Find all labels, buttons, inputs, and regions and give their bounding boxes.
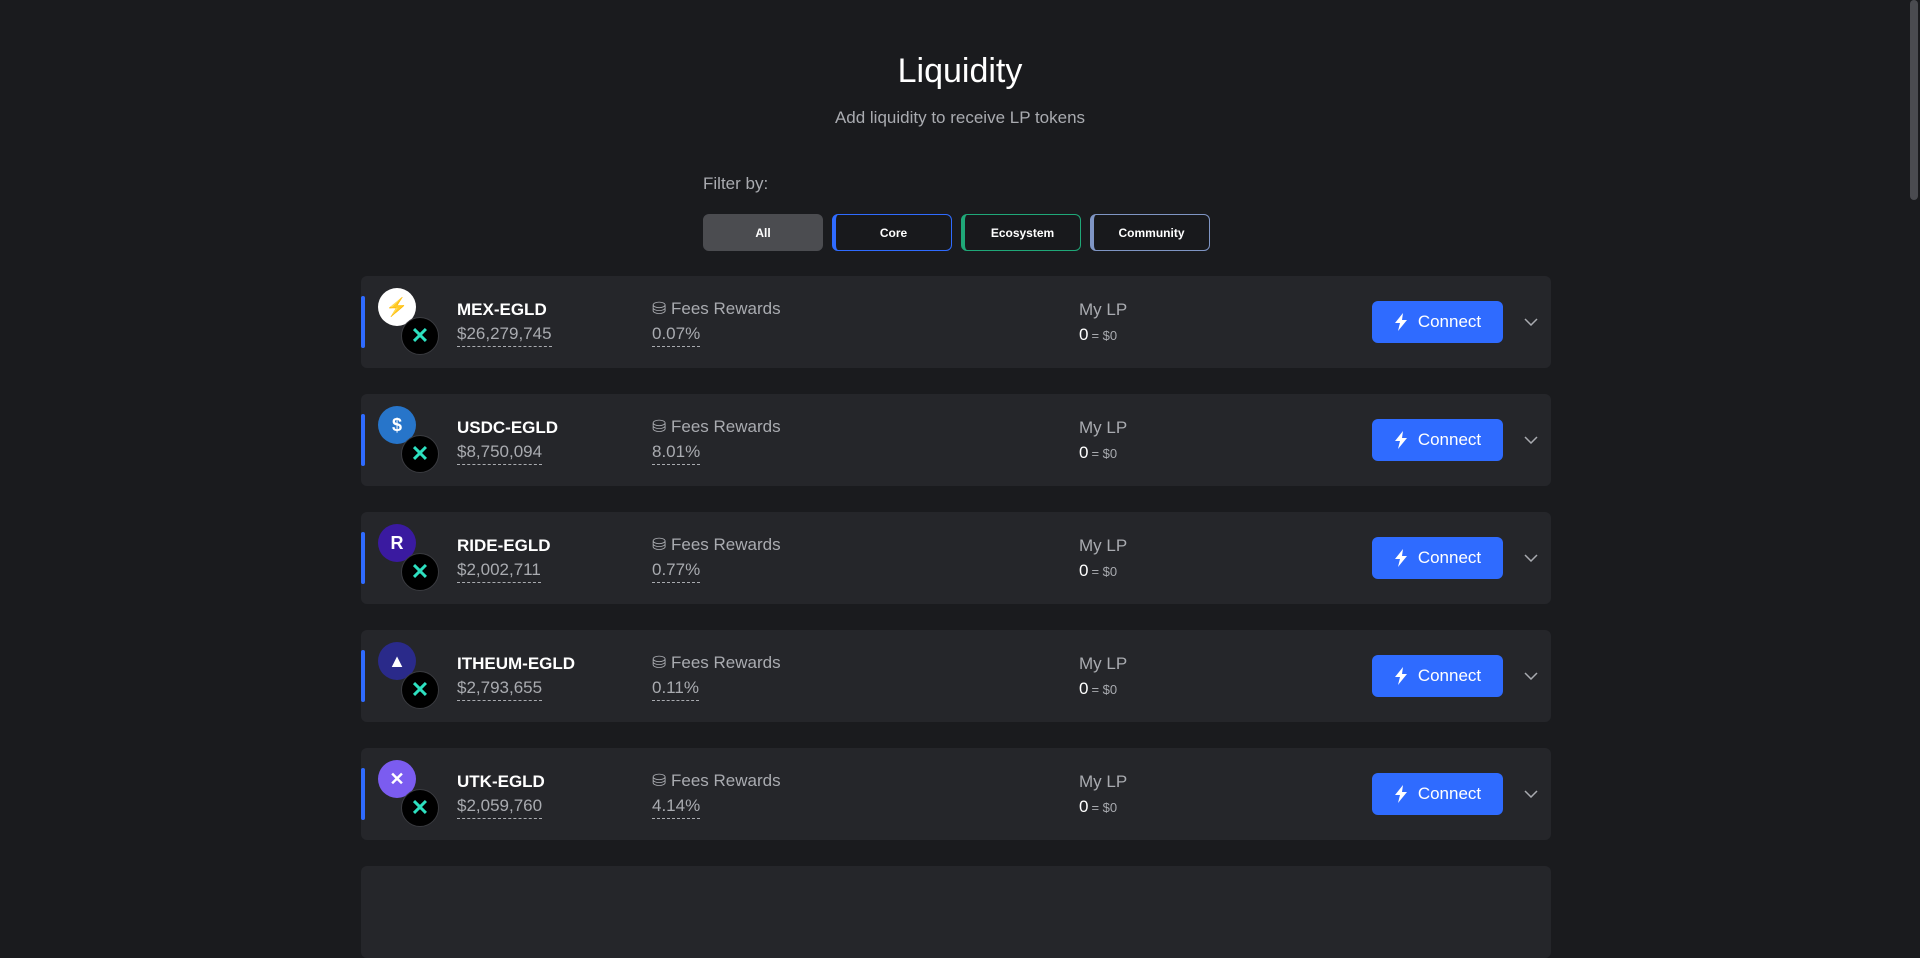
coins-icon: ⛁ xyxy=(652,771,667,790)
lp-usd: = $0 xyxy=(1091,446,1118,461)
filter-core-button[interactable]: Core xyxy=(832,214,952,251)
chevron-down-icon[interactable] xyxy=(1519,664,1543,688)
my-lp-value: 0 = $0 xyxy=(1079,797,1117,817)
pool-tvl: $2,793,655 xyxy=(457,678,543,701)
egld-icon: ✕ xyxy=(401,789,439,827)
fees-label: ⛁ Fees Rewards xyxy=(652,417,781,437)
lp-usd: = $0 xyxy=(1091,682,1118,697)
pool-tvl: $26,279,745 xyxy=(457,324,552,347)
usdc-icon: $ xyxy=(378,406,416,444)
fees-label-text: Fees Rewards xyxy=(670,653,781,672)
lightning-icon xyxy=(1394,313,1407,331)
fees-label: ⛁ Fees Rewards xyxy=(652,653,781,673)
filter-ecosystem-button[interactable]: Ecosystem xyxy=(961,214,1081,251)
fees-value: 4.14% xyxy=(652,796,701,819)
page-title: Liquidity xyxy=(897,52,1023,90)
fees-label-text: Fees Rewards xyxy=(670,417,781,436)
fees-label-text: Fees Rewards xyxy=(670,771,781,790)
pool-name: UTK-EGLD xyxy=(457,772,545,791)
fees-label: ⛁ Fees Rewards xyxy=(652,771,781,791)
lp-amount: 0 xyxy=(1079,561,1089,580)
pool-name: MEX-EGLD xyxy=(457,300,547,319)
lp-amount: 0 xyxy=(1079,797,1089,816)
connect-label: Connect xyxy=(1417,430,1482,449)
fees-value: 8.01% xyxy=(652,442,701,465)
egld-icon: ✕ xyxy=(401,435,439,473)
fees-value: 0.11% xyxy=(652,678,699,701)
pool-tvl: $8,750,094 xyxy=(457,442,543,465)
connect-label: Connect xyxy=(1417,666,1482,685)
scrollbar[interactable] xyxy=(1910,0,1918,200)
lightning-icon xyxy=(1394,431,1407,449)
fees-label-text: Fees Rewards xyxy=(670,299,781,318)
category-accent xyxy=(361,414,365,466)
pool-name: USDC-EGLD xyxy=(457,418,559,437)
my-lp-value: 0 = $0 xyxy=(1079,561,1117,581)
connect-label: Connect xyxy=(1417,312,1482,331)
lp-usd: = $0 xyxy=(1091,800,1118,815)
pool-tvl: $2,059,760 xyxy=(457,796,543,819)
mex-icon: ⚡ xyxy=(378,288,416,326)
fees-label: ⛁ Fees Rewards xyxy=(652,535,781,555)
chevron-down-icon[interactable] xyxy=(1519,310,1543,334)
pool-row: ⚡ ✕ MEX-EGLD $26,279,745 ⛁ Fees Rewards … xyxy=(361,276,1551,368)
lp-amount: 0 xyxy=(1079,443,1089,462)
pool-row: ✕ ✕ UTK-EGLD $2,059,760 ⛁ Fees Rewards 4… xyxy=(361,748,1551,840)
fees-label: ⛁ Fees Rewards xyxy=(652,299,781,319)
coins-icon: ⛁ xyxy=(652,299,667,318)
filter-community-button[interactable]: Community xyxy=(1090,214,1210,251)
my-lp-label: My LP xyxy=(1079,418,1128,437)
my-lp-value: 0 = $0 xyxy=(1079,325,1117,345)
pool-name: ITHEUM-EGLD xyxy=(457,654,576,673)
connect-button[interactable]: Connect xyxy=(1372,301,1503,343)
filter-label: Filter by: xyxy=(703,174,769,193)
egld-icon: ✕ xyxy=(401,317,439,355)
category-accent xyxy=(361,768,365,820)
lp-amount: 0 xyxy=(1079,325,1089,344)
egld-icon: ✕ xyxy=(401,553,439,591)
filter-all-button[interactable]: All xyxy=(703,214,823,251)
pool-row: ▲ ✕ ITHEUM-EGLD $2,793,655 ⛁ Fees Reward… xyxy=(361,630,1551,722)
pool-row: R ✕ RIDE-EGLD $2,002,711 ⛁ Fees Rewards … xyxy=(361,512,1551,604)
chevron-down-icon[interactable] xyxy=(1519,546,1543,570)
connect-button[interactable]: Connect xyxy=(1372,773,1503,815)
fees-value: 0.77% xyxy=(652,560,701,583)
category-accent xyxy=(361,532,365,584)
connect-button[interactable]: Connect xyxy=(1372,419,1503,461)
lightning-icon xyxy=(1394,667,1407,685)
egld-icon: ✕ xyxy=(401,671,439,709)
category-accent xyxy=(361,650,365,702)
lightning-icon xyxy=(1394,549,1407,567)
my-lp-value: 0 = $0 xyxy=(1079,679,1117,699)
pool-tvl: $2,002,711 xyxy=(457,560,541,583)
connect-label: Connect xyxy=(1417,784,1482,803)
lightning-icon xyxy=(1394,785,1407,803)
lp-amount: 0 xyxy=(1079,679,1089,698)
connect-button[interactable]: Connect xyxy=(1372,655,1503,697)
my-lp-label: My LP xyxy=(1079,536,1128,555)
chevron-down-icon[interactable] xyxy=(1519,782,1543,806)
my-lp-label: My LP xyxy=(1079,654,1128,673)
category-accent xyxy=(361,296,365,348)
lp-usd: = $0 xyxy=(1091,328,1118,343)
my-lp-value: 0 = $0 xyxy=(1079,443,1117,463)
fees-label-text: Fees Rewards xyxy=(670,535,781,554)
connect-label: Connect xyxy=(1417,548,1482,567)
coins-icon: ⛁ xyxy=(652,653,667,672)
page-subtitle: Add liquidity to receive LP tokens xyxy=(834,108,1086,127)
connect-button[interactable]: Connect xyxy=(1372,537,1503,579)
my-lp-label: My LP xyxy=(1079,300,1128,319)
coins-icon: ⛁ xyxy=(652,417,667,436)
pool-row-partial[interactable] xyxy=(361,866,1551,958)
my-lp-label: My LP xyxy=(1079,772,1128,791)
coins-icon: ⛁ xyxy=(652,535,667,554)
fees-value: 0.07% xyxy=(652,324,701,347)
lp-usd: = $0 xyxy=(1091,564,1118,579)
pool-name: RIDE-EGLD xyxy=(457,536,551,555)
chevron-down-icon[interactable] xyxy=(1519,428,1543,452)
pool-row: $ ✕ USDC-EGLD $8,750,094 ⛁ Fees Rewards … xyxy=(361,394,1551,486)
